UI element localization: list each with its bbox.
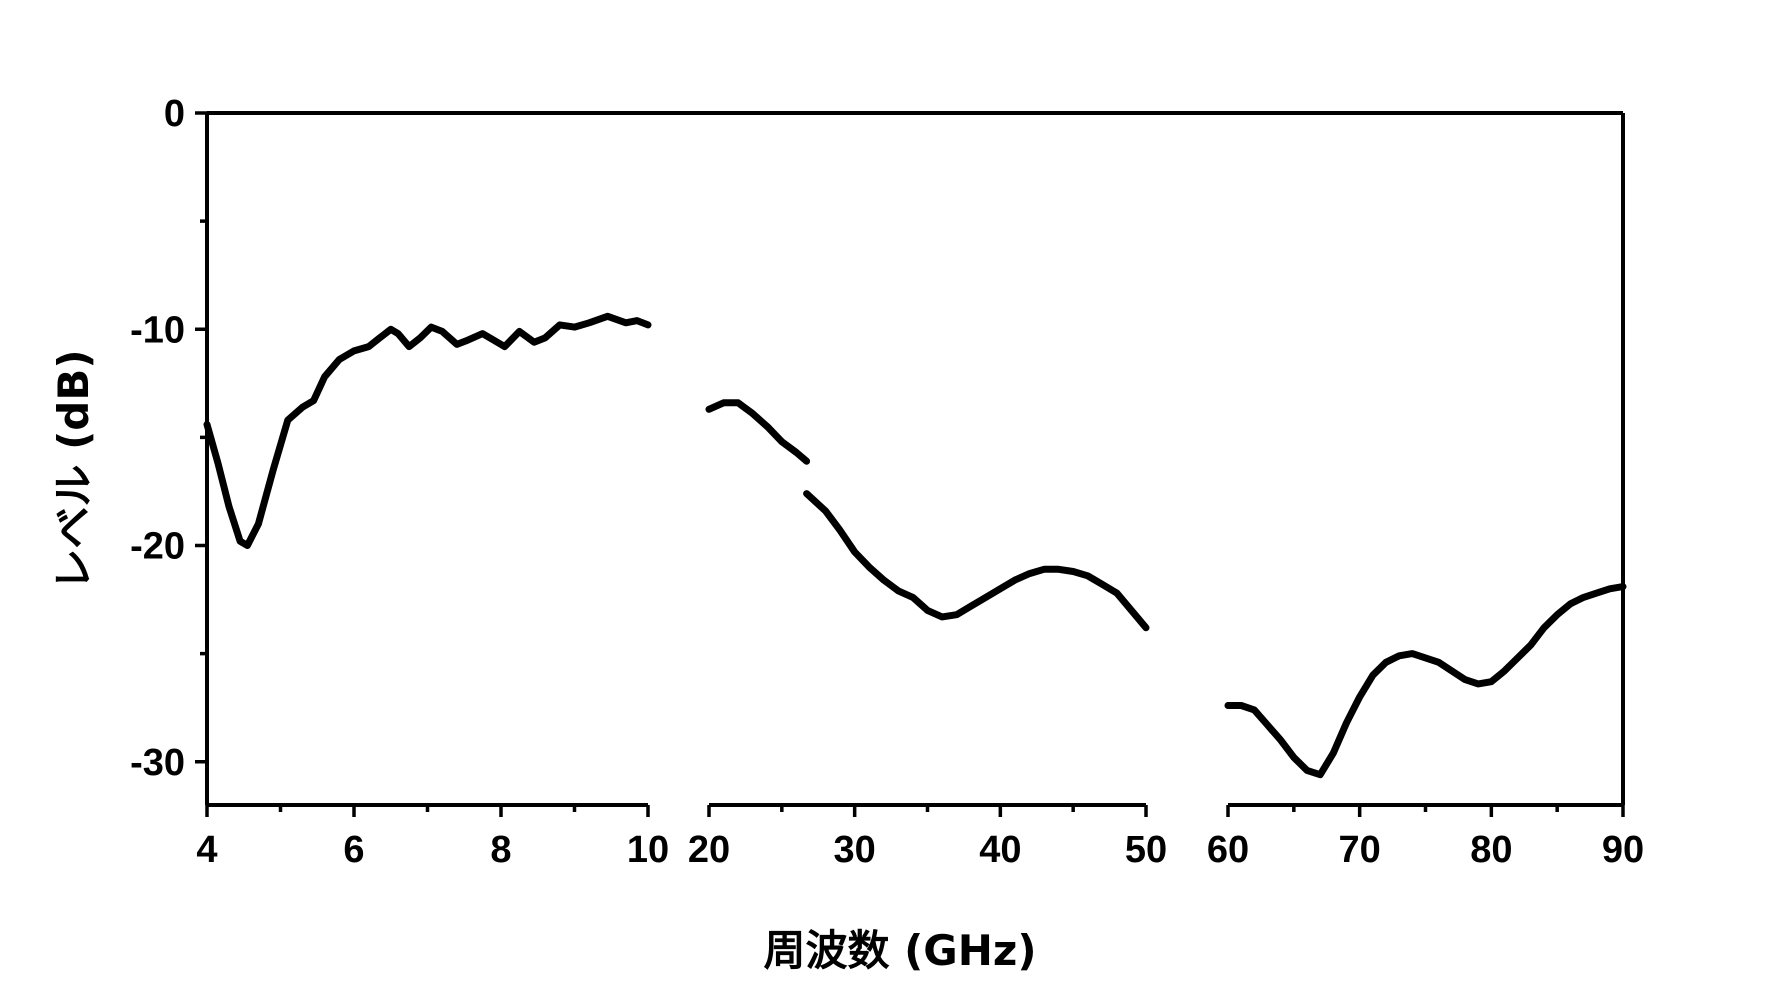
x-tick-label: 20 [688, 829, 730, 871]
y-tick-label: -10 [130, 309, 185, 351]
x-tick-label: 6 [343, 829, 364, 871]
x-tick-label: 8 [490, 829, 511, 871]
plot-frame [205, 111, 1625, 807]
x-tick-label: 60 [1207, 829, 1249, 871]
x-tick-label: 40 [979, 829, 1021, 871]
x-tick-label: 90 [1602, 829, 1644, 871]
y-tick-label: -30 [130, 742, 185, 784]
x-tick-label: 70 [1339, 829, 1381, 871]
y-tick-label: 0 [164, 93, 185, 135]
tick-labels: 0 -10 -20 -30 4 6 8 10 20 30 40 50 60 70 80 90 [130, 93, 1644, 871]
data-series [203, 312, 1627, 779]
series-line [1224, 583, 1627, 779]
axis-ticks [195, 111, 1625, 817]
x-tick-label: 50 [1125, 829, 1167, 871]
series-line [803, 490, 1150, 632]
x-tick-label: 30 [834, 829, 876, 871]
x-tick-label: 80 [1470, 829, 1512, 871]
y-axis-title: レベル (dB) [49, 349, 98, 590]
x-tick-label: 4 [196, 829, 217, 871]
x-tick-label: 10 [627, 829, 669, 871]
x-axis-title: 周波数 (GHz) [763, 926, 1036, 975]
series-line [203, 312, 652, 549]
y-tick-label: -20 [130, 526, 185, 568]
series-line [705, 399, 811, 465]
